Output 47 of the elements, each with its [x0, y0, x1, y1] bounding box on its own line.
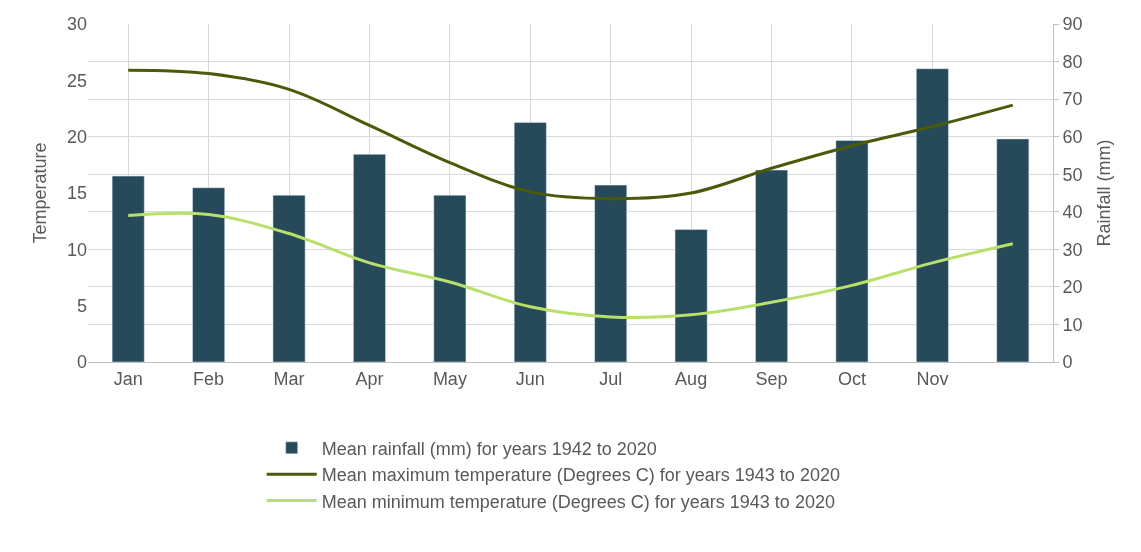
y2-tick-label: 50: [1062, 164, 1083, 185]
bar: [353, 154, 386, 362]
bar: [192, 187, 225, 362]
y2-tick-label: 90: [1062, 14, 1083, 35]
x-tick-label: Mar: [273, 368, 305, 389]
x-tick-label: Jun: [515, 368, 545, 389]
y-tick-label: 10: [66, 239, 87, 260]
bar: [835, 140, 869, 362]
bar: [433, 195, 467, 362]
x-tick-label: Jul: [599, 368, 623, 389]
y2-tick-label: 60: [1062, 126, 1083, 147]
bar: [755, 169, 788, 362]
y2-tick-label: 80: [1062, 51, 1083, 72]
x-tick-label: Aug: [675, 368, 708, 389]
line-series: [126, 68, 1015, 201]
bar: [674, 229, 708, 362]
y2-axis-title: Rainfall (mm): [1093, 139, 1114, 247]
bar: [272, 195, 306, 362]
y2-tick-label: 40: [1062, 202, 1083, 223]
x-tick-label: May: [432, 368, 467, 389]
y-tick-label: 25: [66, 70, 87, 91]
bar: [916, 68, 949, 362]
y2-tick-label: 20: [1062, 277, 1083, 298]
y-axis-title: Temperature: [30, 142, 51, 244]
y2-tick-label: 10: [1062, 314, 1083, 335]
x-tick-label: Feb: [193, 368, 225, 389]
legend-label: Mean minimum temperature (Degrees C) for years 1943 to 2020: [321, 491, 835, 512]
x-tick-label: Jan: [113, 368, 143, 389]
bar: [513, 122, 547, 362]
y2-tick-label: 0: [1062, 352, 1073, 373]
y-tick-label: 5: [76, 295, 87, 316]
y2-tick-label: 70: [1062, 89, 1083, 110]
x-tick-label: Oct: [837, 368, 866, 389]
bar: [996, 138, 1030, 362]
y-tick-label: 20: [66, 126, 87, 147]
bar: [594, 184, 628, 362]
bar: [111, 175, 145, 362]
x-tick-label: Sep: [755, 368, 788, 389]
y2-tick-label: 30: [1062, 239, 1083, 260]
y-tick-label: 15: [66, 183, 87, 204]
x-tick-label: Apr: [355, 368, 384, 389]
legend-label: Mean maximum temperature (Degrees C) for years 1943 to 2020: [321, 465, 840, 486]
line-series: [126, 211, 1015, 319]
legend-label: Mean rainfall (mm) for years 1942 to 2020: [321, 438, 657, 459]
y-tick-label: 30: [66, 14, 87, 35]
x-tick-label: Nov: [916, 368, 949, 389]
y-tick-label: 0: [76, 352, 87, 373]
